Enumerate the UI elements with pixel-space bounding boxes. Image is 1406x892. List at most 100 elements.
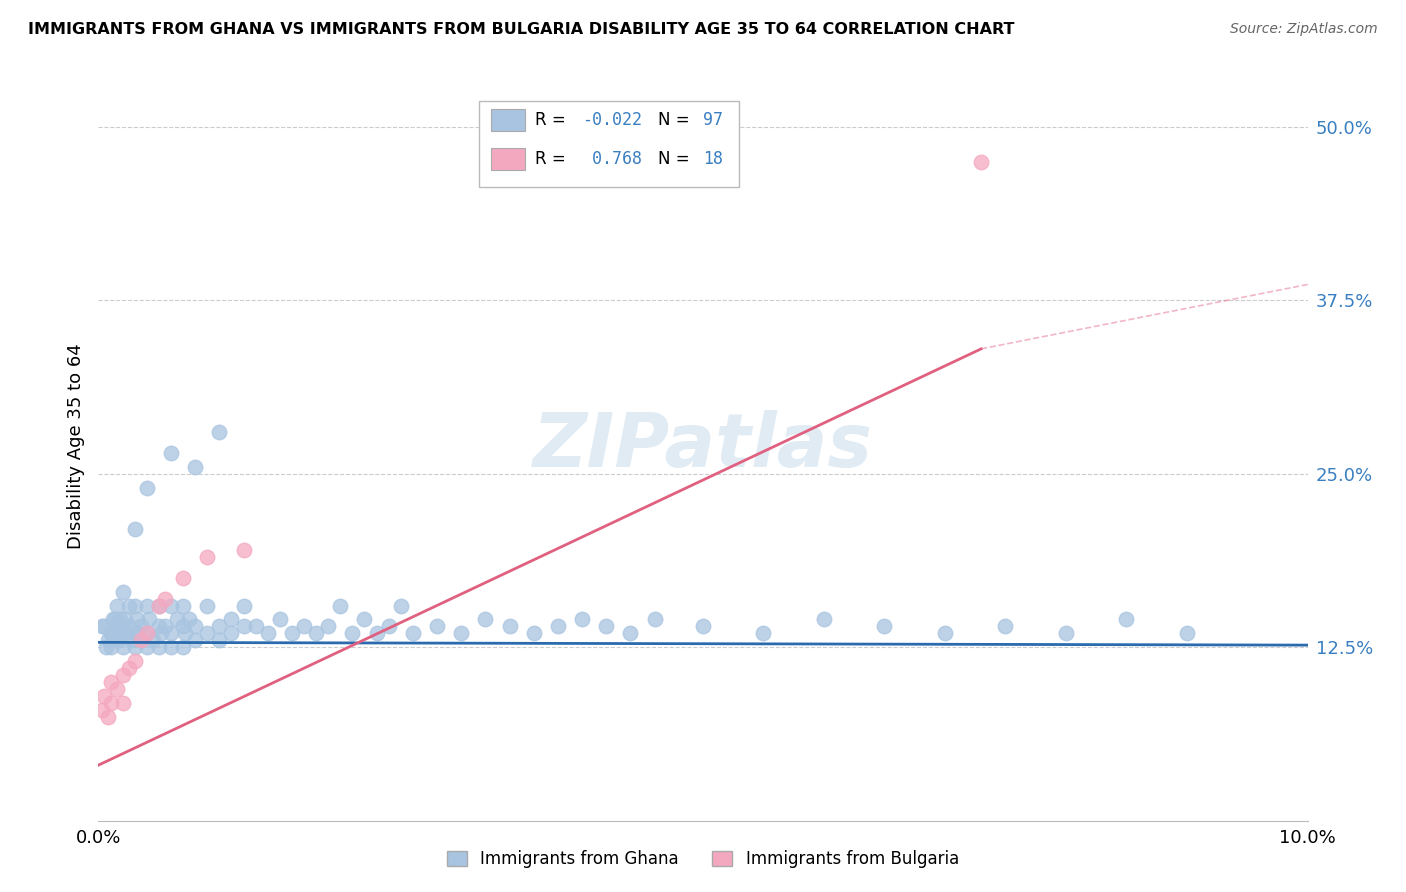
Point bbox=[100, 674, 122, 689]
Point bbox=[111, 696, 134, 710]
Point bbox=[91, 619, 114, 633]
Point bbox=[148, 599, 170, 613]
Text: ZIPatlas: ZIPatlas bbox=[533, 409, 873, 483]
Point bbox=[523, 626, 546, 640]
Point bbox=[208, 619, 231, 633]
Point bbox=[124, 640, 146, 655]
Text: 0.768: 0.768 bbox=[582, 150, 643, 168]
Text: 97: 97 bbox=[703, 112, 723, 129]
Point bbox=[389, 599, 412, 613]
Point bbox=[1175, 626, 1198, 640]
Point bbox=[135, 626, 157, 640]
Point bbox=[595, 619, 617, 633]
Point bbox=[100, 640, 122, 655]
Point bbox=[221, 612, 243, 626]
Point bbox=[752, 626, 775, 640]
Point bbox=[104, 612, 127, 626]
Point bbox=[184, 619, 207, 633]
Point bbox=[329, 599, 352, 613]
Point bbox=[127, 612, 149, 626]
Point bbox=[179, 612, 201, 626]
Point bbox=[571, 612, 593, 626]
Point bbox=[970, 154, 993, 169]
Point bbox=[172, 571, 194, 585]
Point bbox=[1054, 626, 1077, 640]
Point bbox=[153, 619, 176, 633]
Text: N =: N = bbox=[658, 150, 690, 168]
Point bbox=[118, 619, 141, 633]
Point bbox=[316, 619, 339, 633]
Point bbox=[148, 619, 170, 633]
Point bbox=[111, 584, 134, 599]
Point bbox=[269, 612, 291, 626]
Point bbox=[124, 522, 146, 536]
Point bbox=[93, 619, 115, 633]
Point bbox=[124, 599, 146, 613]
Point bbox=[353, 612, 375, 626]
Point bbox=[305, 626, 328, 640]
Point bbox=[135, 481, 157, 495]
Point bbox=[619, 626, 641, 640]
Point bbox=[692, 619, 714, 633]
Point bbox=[450, 626, 472, 640]
Point bbox=[127, 626, 149, 640]
Point bbox=[105, 619, 128, 633]
Point bbox=[129, 619, 152, 633]
Point bbox=[142, 633, 165, 648]
Point bbox=[292, 619, 315, 633]
FancyBboxPatch shape bbox=[479, 102, 740, 187]
Point bbox=[377, 619, 399, 633]
Text: 18: 18 bbox=[703, 150, 723, 168]
Point bbox=[94, 640, 117, 655]
Point bbox=[1115, 612, 1137, 626]
Point bbox=[135, 640, 157, 655]
Point bbox=[114, 612, 136, 626]
Point bbox=[100, 626, 122, 640]
Point bbox=[256, 626, 278, 640]
Y-axis label: Disability Age 35 to 64: Disability Age 35 to 64 bbox=[66, 343, 84, 549]
Point bbox=[366, 626, 388, 640]
Point bbox=[129, 633, 152, 648]
Point bbox=[474, 612, 496, 626]
Point bbox=[644, 612, 666, 626]
Point bbox=[97, 633, 120, 648]
Point bbox=[172, 640, 194, 655]
Point bbox=[174, 626, 197, 640]
Point bbox=[172, 599, 194, 613]
Point bbox=[873, 619, 896, 633]
Point bbox=[114, 626, 136, 640]
Point bbox=[148, 640, 170, 655]
Text: R =: R = bbox=[534, 112, 565, 129]
Point bbox=[105, 681, 128, 696]
Point bbox=[100, 626, 122, 640]
Point bbox=[184, 459, 207, 474]
Point bbox=[402, 626, 425, 640]
Point bbox=[91, 703, 114, 717]
Point bbox=[160, 599, 183, 613]
Point bbox=[232, 619, 254, 633]
Text: N =: N = bbox=[658, 112, 690, 129]
Point bbox=[195, 599, 218, 613]
Text: Source: ZipAtlas.com: Source: ZipAtlas.com bbox=[1230, 22, 1378, 37]
Point bbox=[148, 599, 170, 613]
Point bbox=[342, 626, 364, 640]
Point bbox=[498, 619, 520, 633]
Text: -0.022: -0.022 bbox=[582, 112, 643, 129]
Point bbox=[135, 626, 157, 640]
Point bbox=[221, 626, 243, 640]
Legend: Immigrants from Ghana, Immigrants from Bulgaria: Immigrants from Ghana, Immigrants from B… bbox=[440, 844, 966, 875]
Point bbox=[118, 599, 141, 613]
Point bbox=[232, 543, 254, 558]
Point bbox=[208, 425, 231, 439]
Point bbox=[108, 626, 131, 640]
Point bbox=[103, 626, 125, 640]
Text: IMMIGRANTS FROM GHANA VS IMMIGRANTS FROM BULGARIA DISABILITY AGE 35 TO 64 CORREL: IMMIGRANTS FROM GHANA VS IMMIGRANTS FROM… bbox=[28, 22, 1015, 37]
Point bbox=[129, 633, 152, 648]
Point bbox=[160, 626, 183, 640]
Point bbox=[426, 619, 449, 633]
Point bbox=[195, 626, 218, 640]
Point bbox=[166, 612, 188, 626]
Point bbox=[138, 612, 160, 626]
Point bbox=[108, 612, 131, 626]
Point bbox=[100, 696, 122, 710]
